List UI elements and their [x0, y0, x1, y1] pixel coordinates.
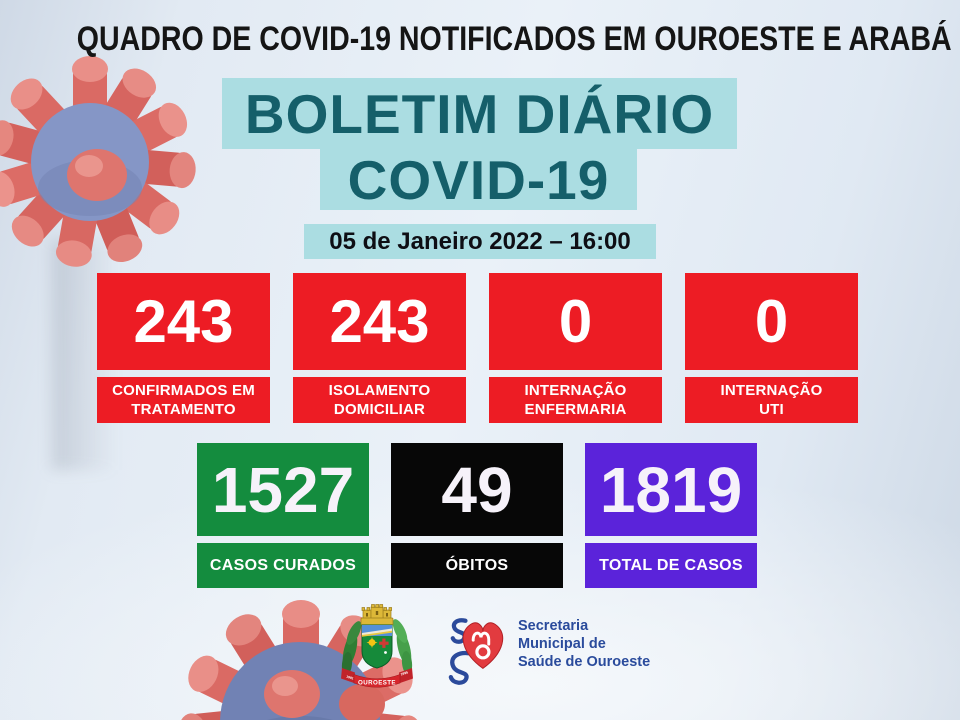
stat-card-casos-curados: 1527 CASOS CURADOS: [197, 443, 369, 588]
health-dept-name-line2: Municipal de: [518, 636, 606, 652]
stat-label: TOTAL DE CASOS: [585, 543, 757, 588]
stat-label-line1: CASOS CURADOS: [209, 556, 357, 574]
stat-label: INTERNAÇÃO UTI: [685, 377, 858, 423]
stat-value: 1819: [585, 443, 757, 536]
stat-label: CASOS CURADOS: [197, 543, 369, 588]
date-banner: 05 de Janeiro 2022 – 16:00: [304, 224, 656, 259]
stat-label: CONFIRMADOS EM TRATAMENTO: [97, 377, 270, 423]
stat-label: ISOLAMENTO DOMICILIAR: [293, 377, 466, 423]
coronavirus-top-left-icon: [0, 56, 196, 267]
stat-label-line2: DOMICILIAR: [333, 401, 426, 418]
stat-label-line2: UTI: [759, 401, 784, 418]
stat-card-confirmados-tratamento: 243 CONFIRMADOS EM TRATAMENTO: [97, 273, 270, 423]
health-dept-name-line3: Saúde de Ouroeste: [518, 654, 651, 670]
coronavirus-bottom-left-icon: [178, 600, 422, 720]
stat-label: INTERNAÇÃO ENFERMARIA: [489, 377, 662, 423]
stat-label-line1: INTERNAÇÃO: [524, 382, 627, 399]
crest-year-left: 1991: [346, 675, 354, 681]
stat-value: 0: [489, 273, 662, 370]
header-title: QUADRO DE COVID-19 NOTIFICADOS EM OUROES…: [76, 20, 952, 58]
health-dept-name-line1: Secretaria: [518, 618, 589, 634]
stat-card-obitos: 49 ÓBITOS: [391, 443, 563, 588]
stats-row-totals: 1527 CASOS CURADOS 49 ÓBITOS 1819 TOTAL …: [197, 443, 757, 588]
stat-value: 243: [293, 273, 466, 370]
ouroeste-crest-logo: 1991 1995 OUROESTE: [341, 604, 413, 688]
stat-card-internacao-uti: 0 INTERNAÇÃO UTI: [685, 273, 858, 423]
stat-label-line2: TRATAMENTO: [131, 401, 236, 418]
stat-label-line1: CONFIRMADOS EM: [112, 382, 255, 399]
stat-label-line2: ENFERMARIA: [524, 401, 627, 418]
bulletin-title-line2: COVID-19: [320, 149, 637, 211]
stat-value: 0: [685, 273, 858, 370]
health-dept-name: Secretaria Municipal de Saúde de Ouroest…: [518, 617, 650, 671]
stat-card-isolamento-domiciliar: 243 ISOLAMENTO DOMICILIAR: [293, 273, 466, 423]
crest-year-right: 1995: [400, 670, 408, 676]
stat-label-line1: TOTAL DE CASOS: [599, 556, 743, 574]
stat-label-line1: ÓBITOS: [445, 556, 509, 574]
stat-card-total-de-casos: 1819 TOTAL DE CASOS: [585, 443, 757, 588]
bulletin-title-line1: BOLETIM DIÁRIO: [222, 78, 737, 149]
stat-value: 1527: [197, 443, 369, 536]
stat-label-line1: ISOLAMENTO: [328, 382, 431, 399]
stat-label-line1: INTERNAÇÃO: [720, 382, 823, 399]
stat-value: 243: [97, 273, 270, 370]
stat-card-internacao-enfermaria: 0 INTERNAÇÃO ENFERMARIA: [489, 273, 662, 423]
stats-row-active-cases: 243 CONFIRMADOS EM TRATAMENTO 243 ISOLAM…: [97, 273, 858, 423]
health-dept-sms-heart-icon: [448, 618, 504, 685]
crest-ribbon-label: OUROESTE: [358, 680, 396, 687]
stat-value: 49: [391, 443, 563, 536]
stat-label: ÓBITOS: [391, 543, 563, 588]
